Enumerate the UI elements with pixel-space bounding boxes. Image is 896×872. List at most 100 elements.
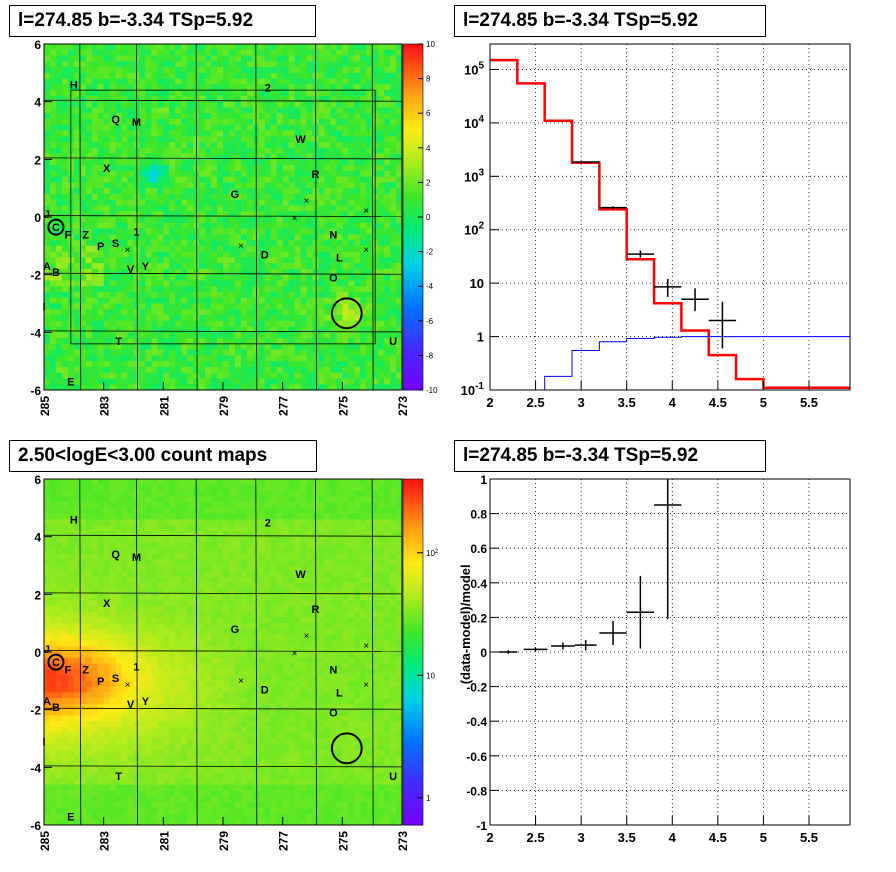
heatmap-cell [390,332,397,339]
heatmap-cell [300,274,307,281]
heatmap-cell [151,326,158,333]
heatmap-cell [145,790,152,797]
heatmap-cell [55,761,63,768]
heatmap-cell [103,199,111,206]
heatmap-cell [67,640,75,647]
heatmap-cell [91,496,99,503]
heatmap-cell [163,343,170,351]
heatmap-cell [246,118,254,126]
heatmap-cell [115,721,122,728]
heatmap-cell [288,361,295,368]
heatmap-cell [396,326,403,333]
heatmap-cell [121,773,128,780]
heatmap-cell [396,217,403,224]
heatmap-cell [139,378,146,385]
colorbar-segment [403,289,423,294]
heatmap-cell [133,297,140,304]
heatmap-cell [264,188,272,195]
heatmap-cell [91,217,99,224]
heatmap-cell [109,136,116,143]
heatmap-cell [151,176,158,183]
heatmap-cell [199,222,206,229]
heatmap-cell [91,479,99,486]
heatmap-cell [240,315,248,322]
heatmap-cell [169,90,176,97]
heatmap-cell [396,384,403,391]
heatmap-cell [336,49,343,56]
heatmap-cell [103,251,111,258]
heatmap-cell [127,61,134,68]
heatmap-cell [270,153,278,160]
heatmap-cell [139,703,146,711]
heatmap-cell [49,136,57,143]
heatmap-cell [49,332,57,339]
heatmap-cell [378,78,385,85]
heatmap-cell [49,84,57,91]
heatmap-cell [217,90,224,97]
heatmap-cell [163,297,170,304]
heatmap-cell [85,628,93,636]
heatmap-cell [151,147,158,154]
heatmap-cell [306,355,313,362]
heatmap-cell [366,147,373,154]
heatmap-cell [163,49,170,56]
heatmap-cell [73,582,81,589]
heatmap-cell [324,303,331,310]
heatmap-cell [354,101,361,108]
heatmap-cell [44,90,51,97]
heatmap-cell [103,709,111,716]
heatmap-cell [133,807,140,814]
heatmap-cell [91,72,99,79]
heatmap-cell [103,600,111,607]
heatmap-cell [103,245,111,252]
heatmap-cell [103,343,111,351]
heatmap-cell [49,623,57,630]
heatmap-cell [73,721,81,728]
heatmap-cell [306,159,313,166]
heatmap-cell [67,600,75,607]
heatmap-cell [240,90,248,97]
heatmap-cell [270,303,278,310]
heatmap-cell [157,778,164,786]
heatmap-cell [354,55,361,62]
heatmap-cell [151,646,158,653]
heatmap-cell [109,263,116,270]
heatmap-cell [360,176,367,183]
heatmap-cell [240,366,248,374]
heatmap-cell [360,118,367,126]
heatmap-cell [205,372,212,379]
heatmap-cell [121,49,128,56]
heatmap-cell [390,113,397,120]
heatmap-cell [127,565,134,572]
heatmap-cell [252,361,260,368]
heatmap-cell [55,507,63,514]
heatmap-cell [55,542,63,549]
heatmap-cell [103,372,111,379]
heatmap-cell [44,819,51,826]
heatmap-cell [73,320,81,327]
heatmap-cell [205,170,212,178]
heatmap-cell [384,217,391,224]
heatmap-cell [61,338,69,345]
heatmap-cell [187,153,194,160]
colorbar-tick-label: -2 [426,248,434,257]
heatmap-cell [145,44,152,51]
heatmap-cell [73,84,81,91]
heatmap-cell [73,548,81,555]
heatmap-cell [348,303,355,310]
heatmap-cell [175,343,182,351]
heatmap-cell [151,496,158,503]
heatmap-cell [121,165,128,172]
heatmap-cell [127,286,134,293]
heatmap-cell [234,355,242,362]
heatmap-cell [103,315,111,322]
heatmap-cell [211,297,218,304]
heatmap-cell [157,268,164,276]
heatmap-cell [49,548,57,555]
heatmap-cell [115,211,122,218]
heatmap-cell [85,490,93,497]
heatmap-cell [73,159,81,166]
heatmap-cell [294,170,301,178]
heatmap-cell [300,101,307,108]
heatmap-cell [79,326,87,333]
